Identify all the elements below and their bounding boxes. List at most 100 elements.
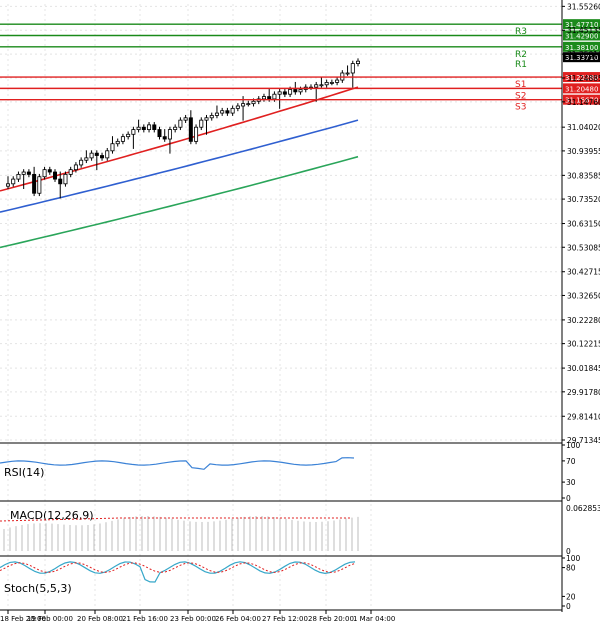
candle-body <box>251 100 256 105</box>
macd-zero-label: 0 <box>566 547 571 556</box>
candle-body <box>261 96 266 100</box>
candle-body <box>194 126 199 142</box>
candle-body <box>178 119 183 128</box>
pivot-badge-label: 31.38100 <box>565 44 598 52</box>
y-tick-label: 30.01845 <box>567 364 600 373</box>
candle-body <box>162 136 167 140</box>
candle-body <box>11 178 16 185</box>
pivot-badge <box>563 72 600 83</box>
y-tick-label: 30.93955 <box>567 147 600 156</box>
candle-body <box>230 107 235 114</box>
pivot-badge-label: 31.25280 <box>565 74 598 82</box>
macd-value-label: 0.062853 <box>566 504 600 513</box>
candle-body <box>105 150 110 159</box>
y-tick-label: 29.91780 <box>567 388 600 397</box>
x-tick-label: 23 Feb 00:00 <box>170 615 216 623</box>
y-tick-label: 30.73520 <box>567 195 600 204</box>
moving-average-line <box>0 86 359 192</box>
candle-body <box>324 82 329 86</box>
candle-body <box>335 79 340 83</box>
candle-body <box>199 119 204 128</box>
candles <box>6 58 360 199</box>
price-axis: 31.55260 31.45135 31.35010 31.24885 31.14760… <box>561 0 600 612</box>
candle-body <box>79 159 84 166</box>
candle-body <box>21 171 26 175</box>
macd-signal <box>0 517 352 522</box>
pivot-badge-label: 31.47710 <box>565 21 598 29</box>
candle-body <box>120 136 125 142</box>
pivot-name: R1 <box>515 60 527 70</box>
candle-body <box>84 157 89 161</box>
candle-body <box>246 103 251 106</box>
candle-body <box>235 105 240 109</box>
pivot-name: S1 <box>515 80 526 90</box>
candle-body <box>267 96 272 100</box>
pivot-badge <box>563 83 600 94</box>
candle-body <box>277 91 282 95</box>
y-tick-label: 30.32650 <box>567 291 600 300</box>
candle-body <box>100 155 105 159</box>
x-tick-label: 21 Feb 16:00 <box>122 615 168 623</box>
pivot-badge-label: 31.20480 <box>565 85 598 93</box>
y-tick-label: 31.55260 <box>567 2 600 11</box>
y-tick-label: 31.24885 <box>567 74 600 83</box>
candle-body <box>136 126 141 130</box>
candle-body <box>94 152 99 156</box>
pivot-name: R2 <box>515 50 527 60</box>
pivot-badge <box>563 41 600 52</box>
candle-body <box>126 133 131 138</box>
y-tick-label: 30.63150 <box>567 220 600 229</box>
candle-body <box>350 63 355 74</box>
y-tick-label: 30.42715 <box>567 268 600 277</box>
moving-average-line <box>0 155 359 249</box>
pivot-badge <box>563 94 600 105</box>
candle-body <box>272 93 277 100</box>
y-tick-label: 31.14760 <box>567 98 600 107</box>
candle-body <box>209 115 214 119</box>
x-tick-label: 28 Feb 20:00 <box>308 615 354 623</box>
candle-body <box>173 126 178 130</box>
candle-body <box>37 176 42 194</box>
pivot-lines: R3 31.47710 31.42900 R2 31.38100 R1 31.33710 S1… <box>0 19 600 113</box>
pivot-badge <box>563 19 600 30</box>
candle-body <box>131 129 136 135</box>
candle-body <box>110 143 115 152</box>
x-tick-label: 18 Feb 20:00 <box>0 615 46 623</box>
y-tick-label: 30.12215 <box>567 340 600 349</box>
candle-body <box>26 171 31 175</box>
candle-body <box>183 117 188 121</box>
candle-body <box>58 178 63 185</box>
stoch-k-line <box>0 561 356 583</box>
rsi-label: RSI(14) <box>4 466 44 479</box>
candle-body <box>63 173 68 185</box>
x-tick-label: 19 Feb 00:00 <box>27 615 73 623</box>
macd-panel: MACD(12,26,9) 0.062853 0 <box>0 500 600 556</box>
rsi-level-label: 100 <box>566 441 581 450</box>
pivot-name: S3 <box>515 103 526 113</box>
stoch-d-line <box>0 562 356 573</box>
candle-body <box>293 89 298 93</box>
candle-body <box>214 112 219 116</box>
y-tick-label: 30.83585 <box>567 171 600 180</box>
candle-body <box>147 124 152 130</box>
pivot-badge-label: 31.42900 <box>565 33 598 41</box>
y-tick-label: 29.71345 <box>567 436 600 445</box>
x-tick-label: 27 Feb 12:00 <box>262 615 308 623</box>
rsi-panel: 100 70 30 0 RSI(14) <box>0 441 581 503</box>
candle-body <box>298 89 303 93</box>
candle-body <box>42 169 47 178</box>
y-tick-label: 30.53085 <box>567 243 600 252</box>
x-tick-label: 20 Feb 08:00 <box>77 615 123 623</box>
candle-body <box>225 110 230 114</box>
candle-body <box>89 152 94 159</box>
stoch-level-label: 0 <box>566 602 571 611</box>
stoch-level-label: 20 <box>566 592 576 601</box>
pivot-badge-label: 31.33710 <box>565 54 598 62</box>
candle-body <box>32 173 37 194</box>
candle-body <box>188 117 193 142</box>
